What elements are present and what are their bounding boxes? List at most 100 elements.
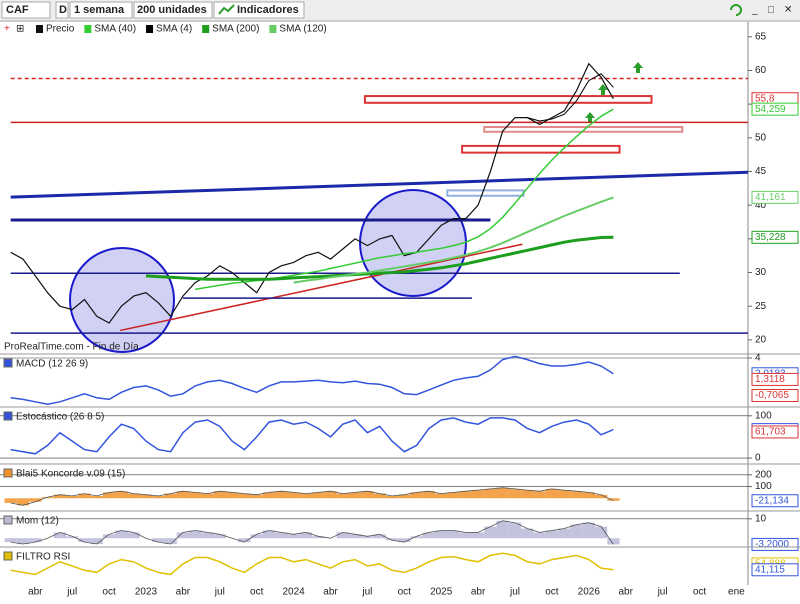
mode: D (59, 4, 67, 16)
indicators-icon (218, 4, 235, 15)
indicators-box[interactable] (213, 1, 305, 19)
area-bar (471, 532, 485, 539)
x-tick-label: abr (471, 587, 486, 598)
x-tick-label: abr (176, 587, 191, 598)
panel-title: MACD (12 26 9) (16, 359, 88, 370)
area-bar (435, 530, 448, 539)
area-bar (459, 491, 472, 499)
y-tick-label: 45 (755, 166, 767, 177)
x-tick-label: jul (66, 587, 77, 598)
area-bar (398, 494, 411, 499)
area-bar (594, 526, 608, 539)
area-bar (201, 532, 214, 539)
area-bar (398, 538, 411, 543)
area-bar (508, 522, 522, 539)
last-value-box (751, 190, 799, 204)
panel-icon (3, 515, 13, 525)
area-bar (115, 530, 128, 539)
area-bar (275, 491, 288, 499)
y-tick-label: 60 (755, 65, 767, 76)
y-tick-label: 200 (755, 469, 772, 480)
refresh-icon[interactable] (730, 4, 742, 16)
area-bar (90, 538, 103, 545)
area-bar (558, 490, 571, 499)
area-bar (201, 493, 214, 499)
area-bar (471, 490, 485, 499)
area-bar (29, 498, 42, 502)
minimize[interactable]: _ (751, 5, 758, 16)
legend-swatch (146, 25, 154, 33)
area-bar (29, 538, 42, 543)
units-box[interactable] (133, 1, 213, 19)
area-bar (16, 498, 30, 506)
y-tick-label: 25 (755, 301, 767, 312)
close[interactable]: ✕ (784, 5, 792, 16)
indicator-line (10, 552, 614, 576)
area-bar (570, 524, 583, 539)
zone (461, 144, 621, 154)
last-value-label: 61,703 (755, 427, 786, 438)
area-bar (385, 538, 399, 541)
x-tick-label: 2024 (282, 587, 305, 598)
area-bar (127, 493, 140, 499)
area-bar (299, 532, 313, 539)
mode-box[interactable] (55, 1, 69, 19)
area-bar (582, 492, 595, 499)
area-bar (312, 492, 325, 499)
area-bar (238, 538, 251, 543)
area-bar (90, 495, 103, 499)
area-bar (189, 530, 202, 539)
add-icon[interactable]: + (4, 24, 10, 35)
panel-title: Blai5 Koncorde v.09 (15) (16, 469, 125, 480)
symbol-box[interactable] (1, 1, 51, 19)
x-tick-label: jul (509, 587, 520, 598)
y-tick-label: 20 (755, 335, 767, 346)
settings-icon[interactable]: ⊞ (16, 24, 24, 35)
indicator-line (10, 355, 614, 405)
restore[interactable]: □ (768, 5, 774, 16)
area-bar (16, 538, 30, 545)
area-bar (152, 538, 165, 543)
area-bar (521, 490, 534, 499)
trendline (10, 170, 748, 199)
area-bar (213, 491, 226, 499)
legend-label: SMA (200) (212, 24, 259, 35)
legend-label: SMA (40) (94, 24, 136, 35)
last-value-label: 1,3118 (755, 374, 785, 385)
area-bar (336, 493, 349, 499)
highlight-circle (69, 247, 175, 353)
y-tick-label: 40 (755, 200, 767, 211)
area-bar (238, 493, 251, 499)
y-tick-label: 0 (755, 453, 761, 464)
y-tick-label: 65 (755, 31, 767, 42)
area-bar (484, 488, 497, 499)
last-value-box (751, 494, 799, 508)
series-line (145, 235, 614, 281)
area-bar (459, 532, 472, 539)
y-tick-label: 10 (755, 513, 767, 524)
last-value-box (751, 372, 799, 386)
period-box[interactable] (69, 1, 133, 19)
area-bar (152, 495, 165, 499)
last-value-label: 41,115 (755, 564, 785, 575)
zone (363, 95, 653, 104)
area-bar (102, 492, 116, 499)
x-tick-label: oct (545, 587, 559, 598)
area-bar (348, 492, 362, 499)
legend-label: SMA (120) (279, 24, 326, 35)
indicators: Indicadores (237, 4, 299, 16)
area-bar (287, 492, 300, 499)
legend-label: Precio (46, 24, 75, 35)
area-bar (287, 534, 300, 539)
area-bar (53, 532, 67, 539)
trendline (120, 243, 523, 332)
panel-icon (3, 411, 13, 421)
panel-title: Mom (12) (16, 516, 59, 527)
area-bar (262, 492, 276, 499)
area-bar (422, 532, 436, 539)
zone (483, 126, 684, 133)
area-bar (164, 493, 177, 499)
area-bar (385, 495, 399, 499)
